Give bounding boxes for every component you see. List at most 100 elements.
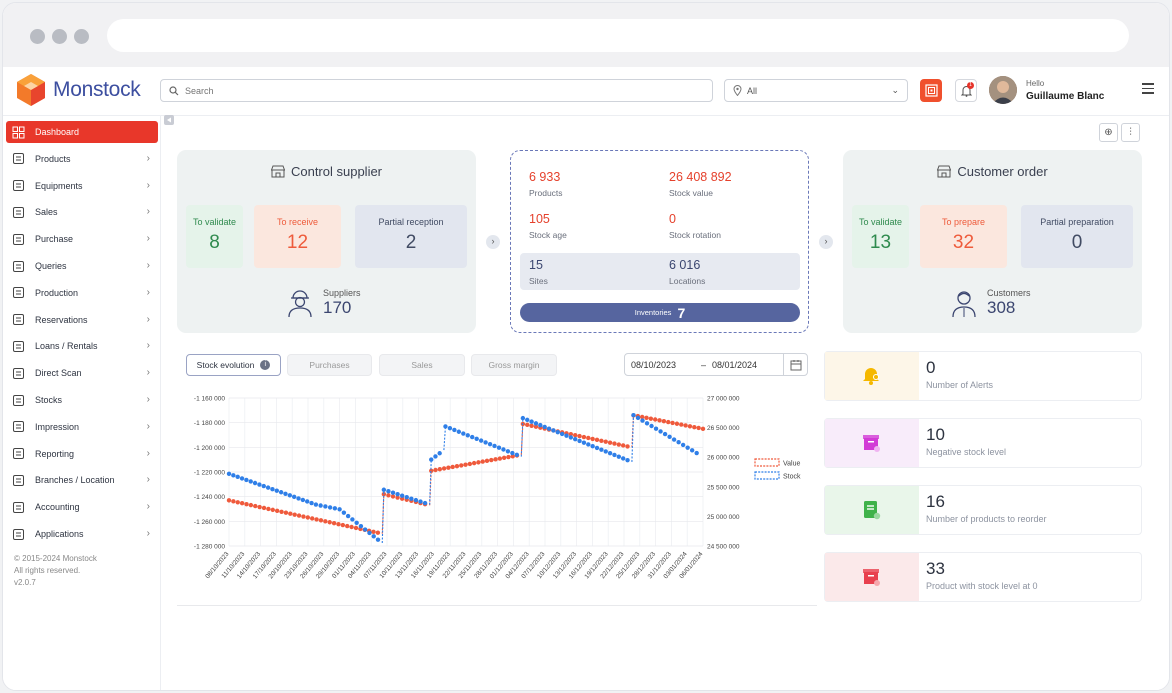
sidebar-item-equipments[interactable]: Equipments › xyxy=(6,175,158,197)
sidebar-item-accounting[interactable]: Accounting › xyxy=(6,496,158,518)
series-point xyxy=(248,502,254,508)
calendar-button[interactable] xyxy=(783,353,808,376)
y-left-tick-label: -1 180 000 xyxy=(194,420,225,427)
series-point xyxy=(644,415,649,421)
settings-sliders-button[interactable]: ⫶ xyxy=(1121,123,1140,142)
series-point xyxy=(599,438,604,443)
inventories-button[interactable]: Inventories 7 xyxy=(520,303,800,322)
stat-label: Partial reception xyxy=(378,217,444,227)
window-dot-close[interactable] xyxy=(30,29,45,44)
info-icon[interactable]: i xyxy=(260,360,271,370)
series-point xyxy=(231,473,236,478)
legend-label: Value xyxy=(783,461,800,468)
window-dot-maximize[interactable] xyxy=(74,29,89,44)
series-point xyxy=(662,431,668,437)
series-point xyxy=(318,503,323,508)
sidebar-item-loans-rentals[interactable]: Loans / Rentals › xyxy=(6,335,158,357)
order-to-validate-tile[interactable]: To validate 13 xyxy=(852,205,909,268)
stock-value-stat[interactable]: 26 408 892 Stock value xyxy=(669,170,732,198)
sidebar-item-queries[interactable]: Queries › xyxy=(6,255,158,277)
supplier-to-receive-tile[interactable]: To receive 12 xyxy=(254,205,341,268)
series-point xyxy=(422,500,428,506)
search-input[interactable] xyxy=(185,85,685,96)
supplier-partial-reception-tile[interactable]: Partial reception 2 xyxy=(355,205,467,268)
sidebar-item-production[interactable]: Production › xyxy=(6,282,158,304)
products-stat[interactable]: 6 933 Products xyxy=(529,170,563,198)
series-point xyxy=(266,506,271,512)
tab-sales[interactable]: Sales xyxy=(379,354,465,376)
supplier-to-validate-tile[interactable]: To validate 8 xyxy=(186,205,243,268)
tab-gross-margin[interactable]: Gross margin xyxy=(471,354,557,376)
sidebar-item-products[interactable]: Products › xyxy=(6,148,158,170)
greeting-text: Hello xyxy=(1026,79,1045,88)
series-point xyxy=(514,452,520,458)
series-point xyxy=(616,454,622,459)
sidebar-item-direct-scan[interactable]: Direct Scan › xyxy=(6,362,158,384)
sidebar-item-stocks[interactable]: Stocks › xyxy=(6,389,158,411)
series-point xyxy=(296,513,302,518)
series-point xyxy=(265,485,271,490)
date-from[interactable]: 08/10/2023 xyxy=(631,359,677,370)
series-point xyxy=(657,418,662,423)
series-point xyxy=(454,463,460,469)
kpi-card-reorder[interactable]: 16 Number of products to reorder xyxy=(824,485,1142,535)
add-widget-button[interactable]: ⊕ xyxy=(1099,123,1118,142)
stock-rotation-stat[interactable]: 0 Stock rotation xyxy=(669,212,721,240)
series-point xyxy=(270,507,275,513)
date-range-picker[interactable]: 08/10/2023 – 08/01/2024 xyxy=(624,353,808,376)
stat-value: 8 xyxy=(209,232,220,253)
sidebar-item-reporting[interactable]: Reporting › xyxy=(6,443,158,465)
sidebar-item-reservations[interactable]: Reservations › xyxy=(6,309,158,331)
collapse-sidebar-icon[interactable] xyxy=(164,115,174,125)
chevron-right-icon[interactable]: › xyxy=(819,235,833,249)
series-jump-line xyxy=(520,418,524,457)
sidebar-item-applications[interactable]: Applications › xyxy=(6,523,158,545)
date-to[interactable]: 08/01/2024 xyxy=(712,359,758,370)
series-point xyxy=(399,493,405,498)
series-point xyxy=(603,449,608,454)
user-avatar[interactable] xyxy=(989,76,1017,104)
kpi-value: 16 xyxy=(926,492,945,511)
chevron-right-icon[interactable]: › xyxy=(486,235,500,249)
locations-stat[interactable]: 6 016 Locations xyxy=(669,258,705,286)
series-point xyxy=(489,457,494,463)
menu-icon[interactable] xyxy=(1142,83,1154,97)
tab-purchases[interactable]: Purchases xyxy=(287,354,372,376)
logo[interactable]: Monstock xyxy=(15,73,141,107)
sidebar-item-dashboard[interactable]: Dashboard xyxy=(6,121,158,143)
series-point xyxy=(239,476,245,481)
sidebar-item-purchase[interactable]: Purchase › xyxy=(6,228,158,250)
sidebar-item-branches-location[interactable]: Branches / Location › xyxy=(6,469,158,491)
kpi-card-box-minus[interactable]: 10 Negative stock level xyxy=(824,418,1142,468)
location-pin-icon xyxy=(733,85,742,96)
stock-age-stat[interactable]: 105 Stock age xyxy=(529,212,567,240)
suppliers-count[interactable]: Suppliers 170 xyxy=(287,288,361,318)
order-to-prepare-tile[interactable]: To prepare 32 xyxy=(920,205,1007,268)
search-icon xyxy=(169,85,179,95)
series-point xyxy=(283,491,288,496)
site-filter-select[interactable]: All ⌄ xyxy=(724,79,908,102)
order-partial-preparation-tile[interactable]: Partial preparation 0 xyxy=(1021,205,1133,268)
kpi-card-box-zero[interactable]: 33 Product with stock level at 0 xyxy=(824,552,1142,602)
customers-count[interactable]: Customers 308 xyxy=(951,288,1031,318)
address-bar[interactable] xyxy=(107,19,1129,52)
notifications-button[interactable]: 1 xyxy=(955,79,977,102)
qr-scan-button[interactable] xyxy=(920,79,942,102)
series-point xyxy=(257,504,262,510)
window-dot-minimize[interactable] xyxy=(52,29,67,44)
tab-stock-evolution[interactable]: Stock evolution i xyxy=(186,354,281,376)
stat-label: To receive xyxy=(276,217,319,227)
sidebar-item-impression[interactable]: Impression › xyxy=(6,416,158,438)
series-point xyxy=(476,460,481,465)
kpi-card-bell-alert[interactable]: 0 Number of Alerts xyxy=(824,351,1142,401)
sites-stat[interactable]: 15 Sites xyxy=(529,258,548,286)
series-point xyxy=(692,424,697,430)
series-point xyxy=(510,454,515,459)
series-point xyxy=(529,423,534,428)
sidebar-item-label: Reservations xyxy=(35,314,88,325)
search-bar[interactable] xyxy=(160,79,713,102)
user-name[interactable]: Guillaume Blanc xyxy=(1026,91,1105,102)
sidebar-item-sales[interactable]: Sales › xyxy=(6,201,158,223)
series-point xyxy=(465,433,470,438)
series-point xyxy=(581,434,587,440)
